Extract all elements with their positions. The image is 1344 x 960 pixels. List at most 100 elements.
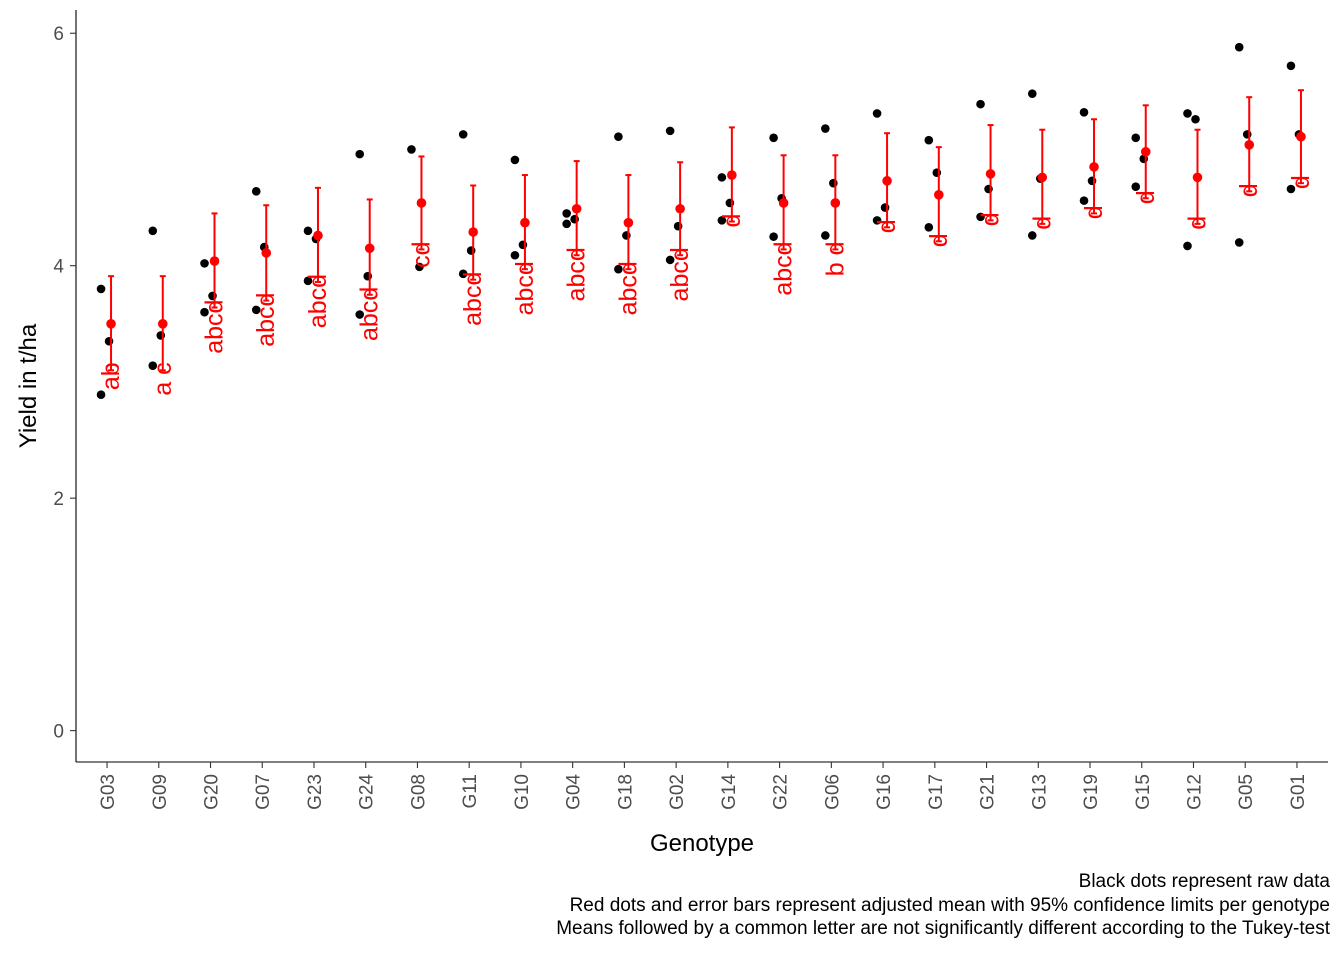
caption-line-raw: Black dots represent raw data xyxy=(1078,871,1330,892)
raw-data-point xyxy=(303,226,313,236)
x-tick-label: G01 xyxy=(1288,774,1309,810)
mean-point xyxy=(1140,146,1151,157)
mean-point xyxy=(106,319,116,329)
raw-data-point xyxy=(570,214,579,224)
caption-line-tukey: Means followed by a common letter are no… xyxy=(556,918,1330,939)
mean-point xyxy=(313,230,323,241)
raw-data-point xyxy=(872,216,882,225)
raw-data-point xyxy=(976,212,985,222)
raw-data-point xyxy=(622,231,631,240)
mean-point xyxy=(1192,172,1203,183)
raw-data-point xyxy=(104,336,114,346)
raw-data-point xyxy=(1079,196,1089,205)
raw-data-point xyxy=(200,307,209,317)
raw-data-point xyxy=(976,99,985,109)
mean-point xyxy=(1244,140,1255,150)
raw-data-point xyxy=(518,240,528,250)
raw-data-point xyxy=(1131,182,1141,191)
raw-data-point xyxy=(96,390,106,400)
mean-point xyxy=(1089,162,1099,172)
raw-data-point xyxy=(148,361,158,370)
x-axis-title: Genotype xyxy=(650,830,754,857)
raw-data-point xyxy=(614,264,623,274)
x-tick-label: G16 xyxy=(874,774,895,810)
mean-point xyxy=(1296,131,1306,142)
raw-data-point xyxy=(1234,42,1244,52)
raw-data-point xyxy=(415,262,424,272)
raw-data-point xyxy=(829,178,838,188)
raw-data-point xyxy=(717,216,727,225)
y-tick-label: 2 xyxy=(53,489,64,510)
x-tick-label: G12 xyxy=(1184,774,1205,810)
x-tick-label: G19 xyxy=(1081,774,1102,810)
raw-data-point xyxy=(665,126,675,136)
raw-data-point xyxy=(665,255,675,265)
x-tick-label: G23 xyxy=(305,774,326,810)
raw-data-point xyxy=(769,232,778,241)
tukey-letter-label: d xyxy=(1132,190,1160,204)
raw-data-point xyxy=(1079,107,1089,117)
tukey-letter-label: d xyxy=(1080,205,1108,219)
x-tick-label: G21 xyxy=(978,774,999,810)
caption-line-means: Red dots and error bars represent adjust… xyxy=(569,894,1330,916)
tukey-letter-label: abcd xyxy=(563,247,591,301)
mean-point xyxy=(830,198,841,208)
tukey-letter-label: d xyxy=(1028,216,1056,230)
raw-data-point xyxy=(1242,130,1252,139)
y-tick-label: 4 xyxy=(53,257,64,278)
x-tick-label: G11 xyxy=(460,774,481,809)
x-tick-label: G24 xyxy=(357,774,378,810)
raw-data-point xyxy=(200,259,209,268)
raw-data-point xyxy=(466,246,476,255)
mean-point xyxy=(416,198,427,208)
y-axis-title: Yield in t/ha xyxy=(15,323,42,448)
raw-data-point xyxy=(1027,231,1037,240)
raw-data-point xyxy=(769,133,778,143)
raw-data-point xyxy=(303,276,313,286)
tukey-letter-label: d xyxy=(925,233,953,247)
x-tick-label: G20 xyxy=(202,774,223,810)
chart-caption: Black dots represent raw data Red dots a… xyxy=(556,870,1330,941)
raw-data-point xyxy=(924,223,934,232)
raw-data-point xyxy=(924,135,934,145)
tukey-letter-label: d xyxy=(977,212,1005,226)
tukey-letter-label: abcd xyxy=(459,272,487,326)
raw-data-point xyxy=(1131,133,1141,143)
x-tick-label: G10 xyxy=(512,774,533,810)
error-bars-layer xyxy=(108,89,1304,372)
mean-point xyxy=(882,176,892,186)
mean-point xyxy=(571,203,582,214)
mean-point xyxy=(985,169,996,179)
x-tick-label: G07 xyxy=(253,774,274,810)
raw-data-point xyxy=(1027,89,1037,98)
raw-data-point xyxy=(932,168,942,178)
x-tick-label: G03 xyxy=(98,774,119,810)
mean-point xyxy=(778,198,789,208)
x-tick-label: G17 xyxy=(926,774,947,810)
x-tick-label: G09 xyxy=(150,774,171,810)
tukey-letter-label: abcd xyxy=(304,274,332,328)
tukey-letter-label: a c xyxy=(149,362,177,395)
x-tick-label: G04 xyxy=(564,774,585,810)
raw-data-point xyxy=(1087,176,1097,186)
raw-data-point xyxy=(208,291,217,301)
tukey-letter-label: d xyxy=(1287,175,1315,189)
raw-data-point xyxy=(355,149,365,159)
tukey-letter-label: abcd xyxy=(770,241,798,295)
x-tick-label: G13 xyxy=(1029,774,1050,810)
raw-data-point xyxy=(673,221,683,231)
x-tick-label: G08 xyxy=(408,774,429,810)
raw-data-point xyxy=(363,271,373,281)
raw-data-point xyxy=(872,109,882,118)
raw-data-point xyxy=(717,173,727,182)
y-tick-label: 6 xyxy=(53,24,64,45)
mean-point xyxy=(675,203,685,214)
mean-point xyxy=(520,217,530,228)
tukey-letter-label: abcd xyxy=(252,293,280,347)
mean-point xyxy=(364,243,375,254)
tukey-letter-label: abcd xyxy=(614,261,642,315)
tukey-letter-label: d xyxy=(1235,183,1263,197)
mean-point xyxy=(261,248,272,258)
x-tick-label: G05 xyxy=(1236,774,1257,810)
raw-data-point xyxy=(407,145,416,154)
